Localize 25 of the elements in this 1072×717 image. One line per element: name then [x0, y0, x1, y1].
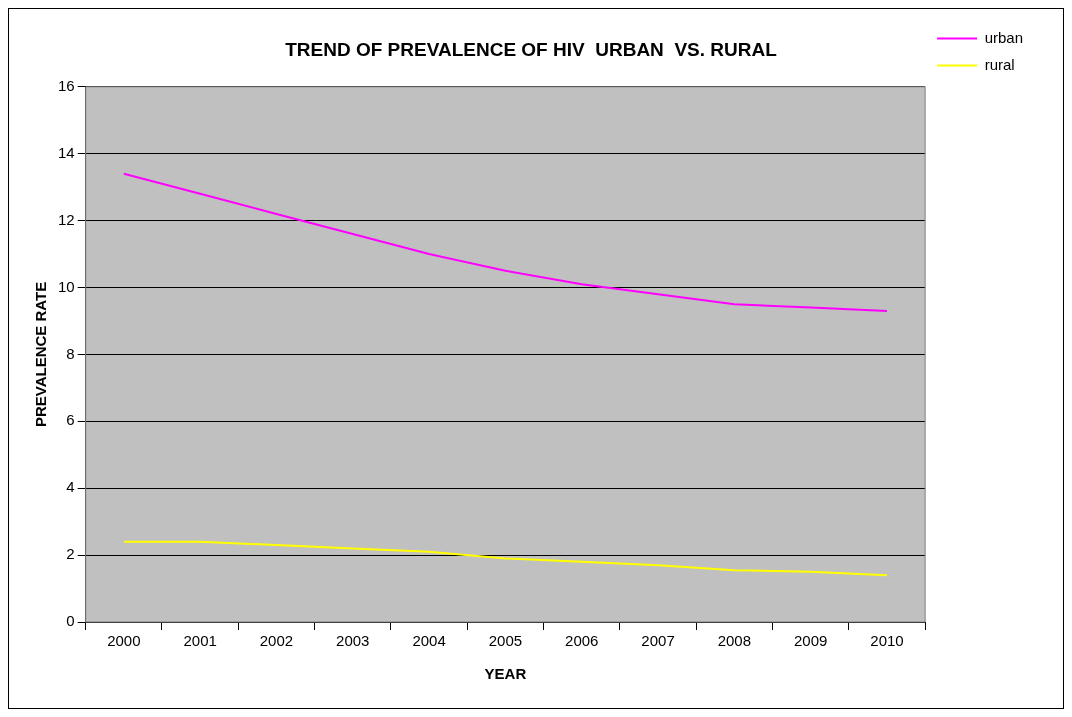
- y-tick-label: 6: [66, 411, 75, 429]
- y-tick-label: 2: [66, 545, 75, 563]
- x-tick-label: 2005: [488, 632, 523, 650]
- chart-title: TREND OF PREVALENCE OF HIV URBAN VS. RURAL: [285, 38, 778, 60]
- y-tick-label: 16: [58, 76, 75, 94]
- x-tick-label: 2000: [107, 632, 141, 650]
- x-tick-label: 2002: [259, 632, 294, 650]
- y-tick-label: 12: [58, 210, 75, 228]
- legend-label: urban: [984, 28, 1024, 46]
- y-tick-label: 8: [66, 344, 75, 362]
- y-tick-label: 14: [58, 143, 75, 161]
- x-tick-label: 2001: [183, 632, 217, 650]
- x-tick-label: 2009: [793, 632, 828, 650]
- y-tick-label: 0: [66, 612, 75, 630]
- x-tick-label: 2004: [412, 632, 446, 650]
- y-tick-label: 4: [66, 478, 75, 496]
- x-axis-title: YEAR: [484, 665, 527, 683]
- y-tick-label: 10: [58, 277, 75, 295]
- x-tick-label: 2006: [565, 632, 599, 650]
- x-tick-label: 2008: [717, 632, 752, 650]
- legend-label: rural: [984, 55, 1015, 73]
- y-axis-title: PREVALENCE RATE: [32, 281, 50, 428]
- x-tick-label: 2003: [336, 632, 370, 650]
- x-tick-label: 2007: [641, 632, 675, 650]
- x-tick-label: 2010: [870, 632, 904, 650]
